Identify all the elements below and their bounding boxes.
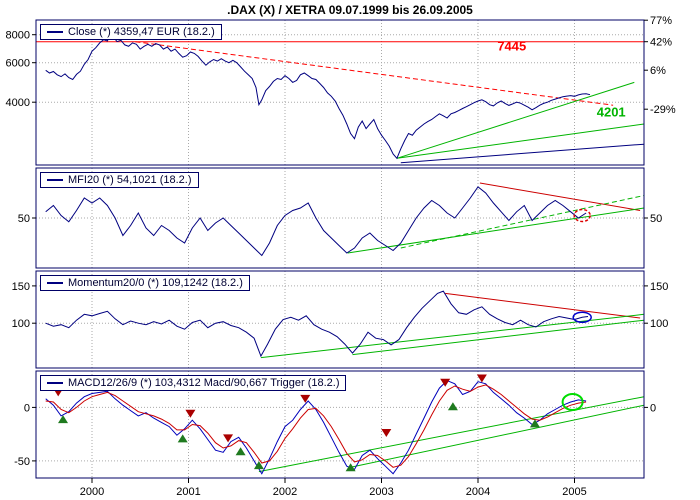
line-sample-icon bbox=[47, 282, 63, 284]
y-axis-label-left: 8000 bbox=[6, 30, 30, 42]
price-annotation: 4201 bbox=[597, 105, 626, 120]
legend-macd-text: MACD12/26/9 (*) 103,4312 Macd/90,667 Tri… bbox=[68, 377, 340, 389]
x-axis-label: 2005 bbox=[562, 486, 586, 498]
legend-momentum: Momentum20/0 (*) 109,1242 (18.2.) bbox=[40, 275, 250, 291]
y-axis-label-left: 4000 bbox=[6, 97, 30, 109]
highlight-ellipse bbox=[573, 208, 591, 223]
x-axis-label: 2003 bbox=[369, 486, 393, 498]
y-axis-label-right: 50 bbox=[650, 213, 662, 225]
panel-border bbox=[35, 270, 645, 369]
trendline bbox=[400, 143, 645, 164]
trendline bbox=[396, 123, 645, 159]
line-sample-icon bbox=[47, 31, 63, 33]
y-axis-label-right: 100 bbox=[650, 318, 668, 330]
trendline bbox=[350, 404, 645, 468]
highlight-ellipse bbox=[572, 311, 592, 324]
trendline bbox=[347, 207, 645, 254]
y-axis-label-left: 6000 bbox=[6, 58, 30, 70]
y-axis-label-left: 50 bbox=[18, 213, 30, 225]
trendline bbox=[396, 81, 635, 159]
y-axis-label-right: 77% bbox=[650, 15, 672, 27]
trendline bbox=[258, 396, 645, 473]
x-axis-label: 2002 bbox=[273, 486, 297, 498]
triangle-up-signal-icon bbox=[529, 419, 540, 428]
legend-mfi: MFI20 (*) 54,1021 (18.2.) bbox=[40, 172, 199, 188]
series-mfi20 bbox=[45, 186, 587, 257]
triangle-up-signal-icon bbox=[253, 461, 264, 470]
series-momentum20 bbox=[45, 290, 589, 358]
x-axis-label: 2004 bbox=[466, 486, 490, 498]
trendline bbox=[445, 292, 641, 319]
y-axis-label-left: 150 bbox=[12, 281, 30, 293]
y-axis-label-left: 100 bbox=[12, 318, 30, 330]
price-annotation: 7445 bbox=[497, 39, 526, 54]
series-close bbox=[45, 33, 591, 160]
trendline bbox=[479, 182, 641, 211]
legend-momentum-text: Momentum20/0 (*) 109,1242 (18.2.) bbox=[68, 277, 243, 289]
x-axis-label: 2001 bbox=[176, 486, 200, 498]
y-axis-label-right: 150 bbox=[650, 281, 668, 293]
series-trigger-line bbox=[45, 384, 587, 468]
triangle-down-signal-icon bbox=[440, 378, 451, 387]
y-axis-label-left: -50 bbox=[14, 456, 30, 468]
legend-close: Close (*) 4359,47 EUR (18.2.) bbox=[40, 24, 222, 40]
y-axis-label-right: 0 bbox=[650, 402, 656, 414]
trendline bbox=[400, 195, 645, 249]
y-axis-label-right: -29% bbox=[650, 104, 676, 116]
triangle-up-signal-icon bbox=[58, 415, 69, 424]
line-sample-icon bbox=[47, 382, 63, 384]
triangle-up-signal-icon bbox=[177, 434, 188, 443]
triangle-down-signal-icon bbox=[223, 434, 234, 443]
trendline bbox=[135, 41, 614, 106]
y-axis-label-right: 42% bbox=[650, 37, 672, 49]
triangle-down-signal-icon bbox=[476, 374, 487, 383]
triangle-down-signal-icon bbox=[185, 409, 196, 418]
x-axis-label: 2000 bbox=[80, 486, 104, 498]
triangle-down-signal-icon bbox=[381, 429, 392, 438]
highlight-ellipse bbox=[561, 393, 584, 411]
line-sample-icon bbox=[47, 179, 63, 181]
panel-border bbox=[35, 19, 645, 166]
y-axis-label-left: 0 bbox=[24, 402, 30, 414]
triangle-down-signal-icon bbox=[300, 394, 311, 403]
triangle-up-signal-icon bbox=[235, 447, 246, 456]
legend-macd: MACD12/26/9 (*) 103,4312 Macd/90,667 Tri… bbox=[40, 375, 347, 391]
chart-title: .DAX (X) / XETRA 09.07.1999 bis 26.09.20… bbox=[227, 3, 473, 17]
legend-mfi-text: MFI20 (*) 54,1021 (18.2.) bbox=[68, 174, 192, 186]
legend-close-text: Close (*) 4359,47 EUR (18.2.) bbox=[68, 26, 215, 38]
panel-border bbox=[35, 370, 645, 479]
y-axis-label-right: 6% bbox=[650, 65, 666, 77]
trendline bbox=[260, 313, 645, 359]
triangle-up-signal-icon bbox=[447, 402, 458, 411]
triangle-up-signal-icon bbox=[345, 463, 356, 472]
trendline bbox=[352, 319, 645, 356]
series-macd-line bbox=[45, 380, 587, 475]
